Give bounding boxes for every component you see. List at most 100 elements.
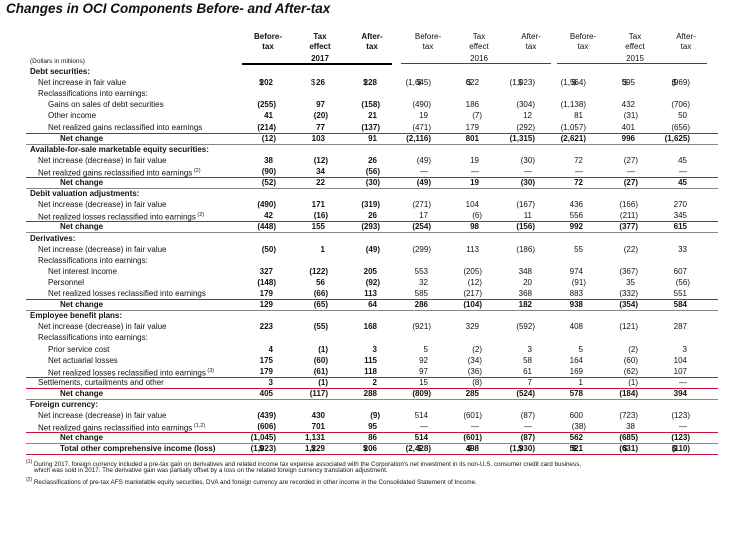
table-row: Net increase (decrease) in fair value 38 (… (26, 155, 718, 166)
table-row: Personnel (148) 56 (92) 32 (12) 20 (91) 35 (56) (26, 277, 718, 288)
year-underline (401, 63, 551, 64)
cell-value: (1,315) (509, 133, 535, 143)
cell-value: 12 (523, 111, 532, 121)
section-header: Available-for-sale marketable equity sec… (26, 144, 718, 155)
cell-value: 4 (268, 344, 273, 354)
cell-value: 287 (673, 322, 687, 332)
row-label-text: Available-for-sale marketable equity sec… (30, 144, 209, 154)
cell-value: 64 (368, 300, 377, 310)
footnote-ref: (2) (195, 212, 205, 219)
cell-value: 408 (569, 322, 583, 332)
cell-value: 58 (523, 355, 532, 365)
row-label: Net realized losses reclassified into ea… (48, 288, 206, 299)
cell-value: 345 (673, 211, 687, 221)
footnote: (1) During 2017, foreign currency includ… (26, 458, 581, 469)
currency-symbol: $ (259, 444, 264, 454)
cell-value: (254) (412, 222, 431, 232)
cell-value: 5 (578, 344, 583, 354)
section-header: Derivatives: (26, 233, 718, 244)
cell-value: (123) (671, 433, 690, 443)
cell-value: 883 (569, 289, 583, 298)
table-row: Reclassifications into earnings: (26, 255, 718, 266)
cell-value: 45 (678, 178, 687, 187)
table-row: Net interest income 327 (122) 205 553 (205) 34… (26, 266, 718, 277)
row-label: Net realized losses reclassified into ea… (38, 210, 204, 223)
row-label-text: Reclassifications into earnings: (38, 333, 148, 343)
cell-value: 168 (363, 322, 377, 332)
currency-symbol: $ (363, 78, 368, 88)
cell-value: 103 (311, 133, 325, 143)
row-label: Net increase in fair value (38, 77, 126, 88)
cell-value: (12) (261, 133, 276, 143)
cell-value: 615 (673, 222, 687, 232)
cell-value: 115 (364, 355, 377, 365)
cell-value: 20 (523, 277, 532, 287)
cell-value: 996 (621, 133, 635, 143)
cell-value: 223 (259, 322, 273, 332)
cell-value: (606) (257, 422, 276, 432)
footnote: which was sold in 2017. The derivative g… (34, 467, 388, 475)
cell-value: (592) (516, 322, 535, 332)
cell-value: (137) (361, 122, 380, 132)
cell-value: 19 (470, 155, 479, 165)
currency-symbol: $ (572, 78, 577, 88)
cell-value: 179 (259, 366, 273, 376)
row-label: Employee benefit plans: (30, 310, 122, 321)
cell-value: 2 (372, 377, 377, 387)
row-label: Settlements, curtailments and other (38, 377, 164, 388)
row-label: Personnel (48, 277, 84, 288)
row-label-text: Net change (60, 300, 104, 310)
cell-value: 35 (626, 277, 635, 287)
cell-value: — (420, 166, 428, 176)
currency-symbol: $ (259, 78, 264, 88)
column-header-line: tax (577, 42, 589, 51)
table-row: Net increase (decrease) in fair value (43… (26, 410, 718, 421)
cell-value: 430 (311, 411, 325, 421)
cell-value: (1,564) (560, 78, 586, 88)
column-header-line: tax (680, 42, 692, 51)
row-label: Debt securities: (30, 66, 90, 77)
cell-value: (123) (671, 411, 690, 421)
footnote-ref: (1,2) (192, 423, 206, 430)
cell-value: (30) (520, 155, 535, 165)
cell-value: (36) (467, 366, 482, 376)
cell-value: 104 (465, 200, 479, 210)
net-change-row: Net change (448) 155 (293) (254) 98 (156) 992 (3… (26, 221, 718, 234)
row-label-text: Reclassifications into earnings: (38, 255, 148, 265)
cell-value: (16) (313, 211, 328, 221)
cell-value: (969) (671, 78, 690, 88)
cell-value: (448) (257, 222, 276, 232)
column-header: After-tax (347, 32, 397, 52)
row-label: Reclassifications into earnings: (38, 255, 148, 266)
cell-value: 113 (466, 244, 479, 254)
row-label-text: Net increase (decrease) in fair value (38, 322, 167, 332)
cell-value: 179 (465, 122, 479, 132)
row-label-text: Net increase in fair value (38, 78, 127, 88)
cell-value: 1,131 (304, 433, 325, 443)
cell-value: 50 (678, 111, 687, 121)
cell-value: 77 (316, 122, 325, 132)
cell-value: (38) (571, 422, 586, 432)
row-label-text: Net realized gains reclassified into ear… (38, 168, 193, 178)
cell-value: (8) (472, 377, 482, 387)
cell-value: 97 (316, 100, 325, 110)
column-header-line: effect (309, 42, 331, 51)
cell-value: (60) (623, 355, 638, 365)
cell-value: (377) (619, 222, 638, 232)
cell-value: (90) (261, 166, 276, 176)
table-row: Net realized losses reclassified into ea… (26, 288, 718, 300)
footnote-text: During 2017, foreign currency included a… (33, 460, 582, 468)
column-header-line: effect (469, 42, 489, 51)
row-label-text: Net change (60, 433, 104, 443)
table-row: Other income 41 (20) 21 19 (7) 12 81 (31) 50 (26, 110, 718, 121)
section-header: Debit valuation adjustments: (26, 188, 718, 199)
cell-value: 61 (523, 366, 532, 376)
table-row: Net increase (decrease) in fair value 223… (26, 321, 718, 332)
cell-value: 329 (465, 322, 479, 332)
cell-value: 974 (569, 266, 583, 276)
section-header: Employee benefit plans: (26, 310, 718, 321)
cell-value: 33 (678, 244, 687, 254)
column-header: Tax effect (295, 32, 345, 52)
cell-value: (2,621) (560, 133, 586, 143)
column-header-line: Before- (414, 32, 442, 41)
